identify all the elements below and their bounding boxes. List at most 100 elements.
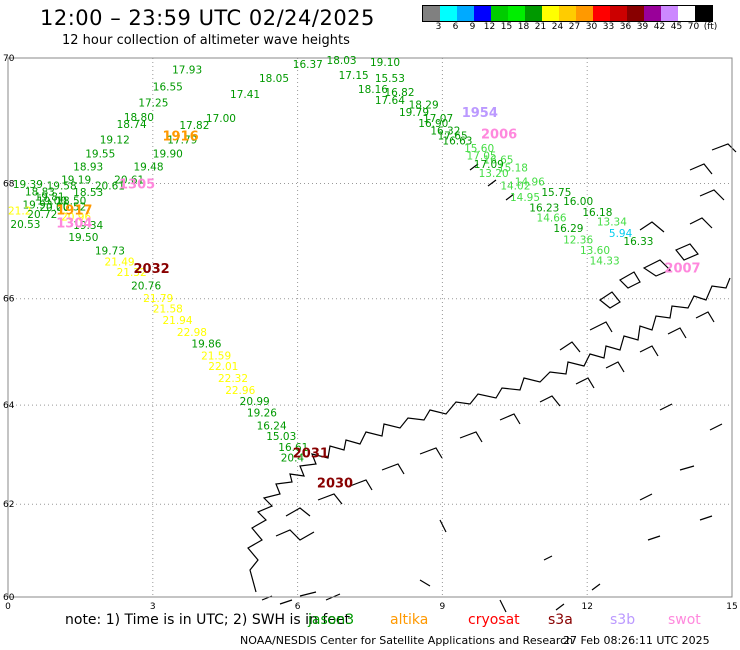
wave-height-label: 15.75 [541, 187, 571, 199]
footer-date: 27 Feb 08:26:11 UTC 2025 [563, 634, 710, 647]
wave-height-label: 17.82 [179, 120, 209, 132]
wave-height-label: 21.2 [8, 205, 31, 217]
pass-time-label: 1304 [56, 216, 92, 231]
y-tick-label: 70 [3, 54, 15, 64]
satellite-label-s3a: s3a [548, 612, 573, 628]
pass-time-label: 2030 [317, 476, 353, 491]
color-legend [422, 5, 713, 22]
legend-swatch [610, 6, 627, 21]
legend-label: 6 [452, 22, 459, 32]
wave-height-label: 17.09 [474, 159, 504, 171]
legend-label: 12 [483, 22, 496, 32]
wave-height-label: 19.50 [68, 232, 98, 244]
legend-label: 45 [670, 22, 683, 32]
wave-height-label: 22.96 [225, 385, 255, 397]
wave-height-label: 19.58 [47, 181, 77, 193]
legend-swatch [678, 6, 695, 21]
wave-height-label: 14.33 [590, 256, 620, 268]
satellite-label-jason3: jason3 [308, 612, 355, 628]
legend-swatch [525, 6, 542, 21]
wave-height-label: 17.07 [423, 113, 453, 125]
wave-height-label: 20.99 [240, 396, 270, 408]
legend-label: 21 [534, 22, 547, 32]
legend-swatch [576, 6, 593, 21]
wave-height-label: 14.95 [510, 192, 540, 204]
plot-frame [7, 57, 733, 598]
x-tick-label: 15 [726, 602, 737, 612]
page-title: 12:00 – 23:59 UTC 02/24/2025 [40, 6, 375, 30]
wave-height-label: 21.94 [162, 315, 192, 327]
wave-height-label: 17.25 [138, 97, 168, 109]
legend-swatch [491, 6, 508, 21]
wave-height-label: 19.39 [13, 179, 43, 191]
wave-height-label: 17.41 [230, 89, 260, 101]
pass-time-label: 2031 [293, 447, 329, 462]
wave-height-label: 21.49 [105, 257, 135, 269]
y-tick-label: 68 [3, 180, 15, 190]
wave-height-label: 19.10 [370, 57, 400, 69]
wave-height-label: 17.05 [467, 150, 497, 162]
wave-height-label: 20.96 [61, 211, 91, 223]
x-tick-label: 0 [5, 602, 11, 612]
wave-height-label: 20.00 [39, 202, 69, 214]
page-subtitle: 12 hour collection of altimeter wave hei… [62, 33, 350, 48]
wave-height-label: 5.94 [609, 228, 633, 240]
axis-tick-labels: 0 3 6 9 12 15 70 68 66 64 62 60 [3, 54, 738, 612]
wave-height-label: 16.32 [430, 126, 460, 138]
wave-height-label: 19.00 [37, 195, 67, 207]
legend-swatch [627, 6, 644, 21]
wave-height-label: 16.29 [553, 223, 583, 235]
x-tick-label: 6 [295, 602, 301, 612]
wave-height-label: 20.72 [27, 209, 57, 221]
wave-height-label: 15.53 [375, 73, 405, 85]
wave-height-label: 19.86 [191, 339, 221, 351]
wave-height-label: 16.37 [293, 59, 323, 71]
wave-height-label: 13.34 [597, 217, 627, 229]
wave-height-label: 20.61 [114, 175, 144, 187]
wave-height-label: 18.74 [117, 119, 147, 131]
wave-height-label: 16.33 [623, 236, 653, 248]
x-tick-label: 3 [150, 602, 156, 612]
legend-swatch [423, 6, 440, 21]
wave-height-label: 16.61 [278, 442, 308, 454]
legend-swatch [440, 6, 457, 21]
wave-height-label: 14.66 [537, 212, 567, 224]
legend-swatch [593, 6, 610, 21]
y-tick-label: 62 [3, 500, 14, 510]
wave-height-label: 16.63 [442, 136, 472, 148]
wave-height-label: 18.03 [327, 55, 357, 67]
wave-height-label: 17.00 [206, 113, 236, 125]
wave-height-label: 19.26 [247, 407, 277, 419]
wave-height-label: 19.34 [73, 220, 103, 232]
legend-label: 27 [568, 22, 581, 32]
wave-height-label: 20.61 [95, 181, 125, 193]
wave-height-label: 17.65 [438, 131, 468, 143]
legend-label: 39 [636, 22, 649, 32]
wave-height-label: 20.53 [10, 219, 40, 231]
legend-label: 70 [687, 22, 700, 32]
wave-height-label: 18.53 [73, 187, 103, 199]
wave-height-label: 15.18 [498, 163, 528, 175]
wave-height-label: 21.59 [201, 350, 231, 362]
wave-height-label: 19.19 [61, 175, 91, 187]
wave-height-label: 16.90 [418, 118, 448, 130]
pass-time-label: 1954 [462, 106, 498, 121]
x-tick-label: 12 [581, 602, 592, 612]
satellite-label-altika: altika [390, 612, 429, 628]
wave-height-label: 15.03 [266, 431, 296, 443]
wave-height-label: 16.82 [384, 87, 414, 99]
plot-border [7, 57, 733, 598]
wave-height-label: 18.50 [56, 195, 86, 207]
wave-height-label: 19.90 [153, 149, 183, 161]
legend-swatch [695, 6, 712, 21]
grid-lines [8, 58, 732, 597]
wave-height-label: 18.83 [25, 187, 55, 199]
wave-height-label: 17.93 [172, 65, 202, 77]
legend-swatch [542, 6, 559, 21]
wave-height-label: 15.60 [464, 143, 494, 155]
wave-height-label: 20.76 [131, 280, 161, 292]
legend-label: (ft) [703, 22, 718, 32]
wave-height-label: 22.98 [177, 327, 207, 339]
